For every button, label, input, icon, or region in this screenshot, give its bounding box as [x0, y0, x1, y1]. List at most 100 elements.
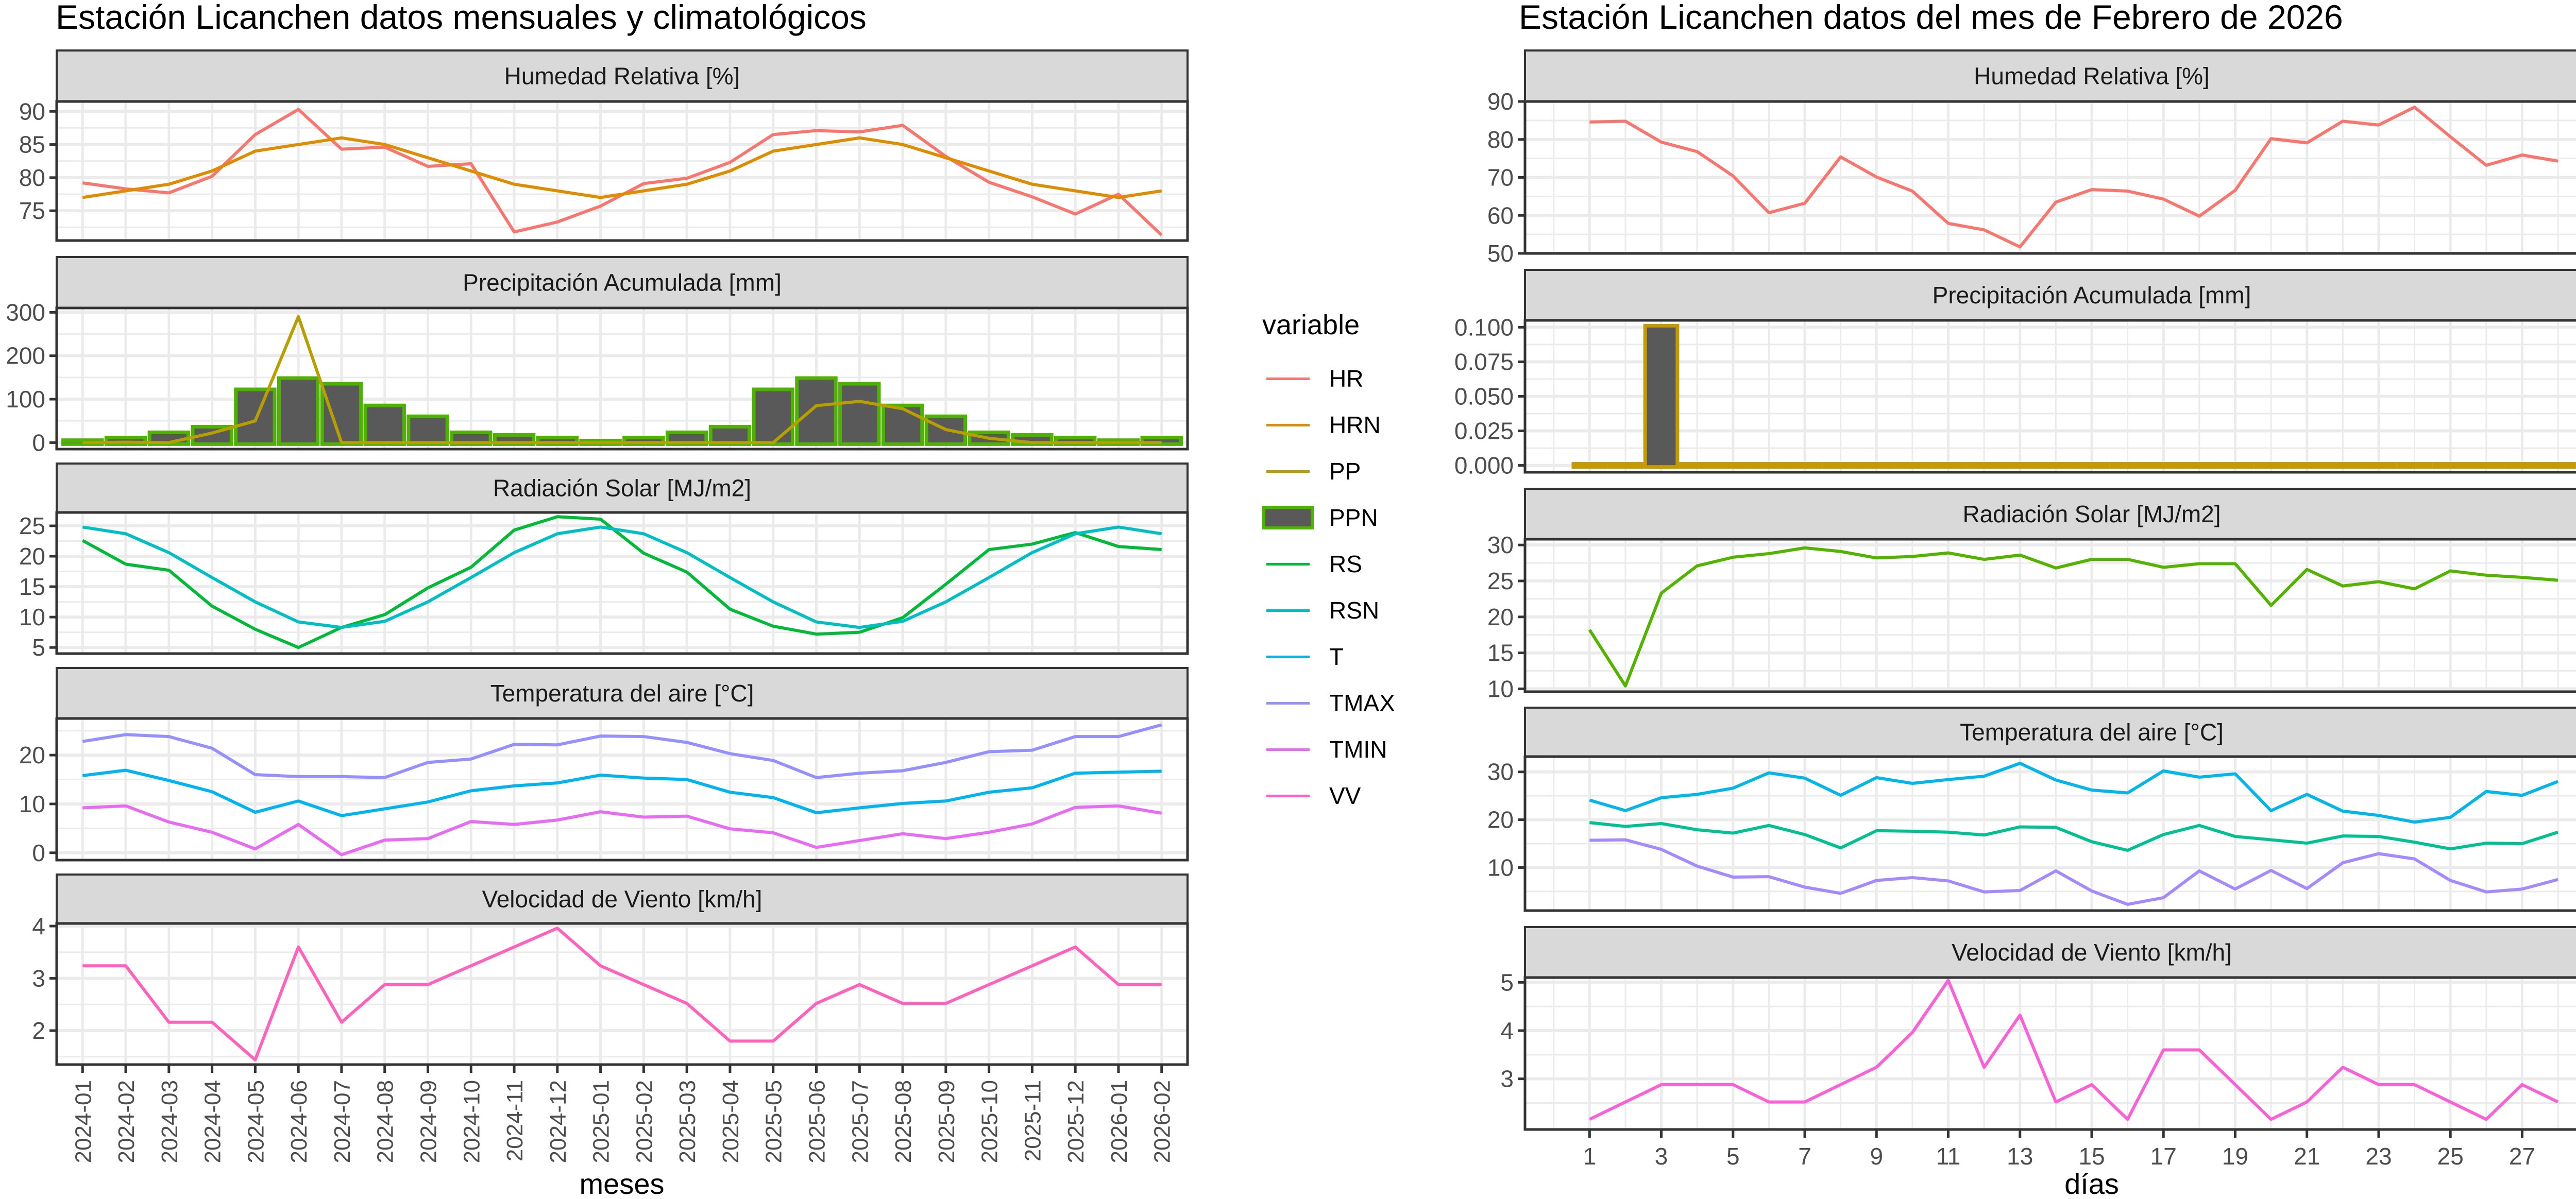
bar-pp — [1858, 462, 1895, 469]
x-tick-label: 2024-05 — [243, 1080, 268, 1163]
legend-label: PPN — [1329, 504, 1378, 531]
x-tick-label: 2025-06 — [805, 1080, 830, 1163]
bar-pp — [1751, 462, 1787, 469]
facet-panel: Precipitación Acumulada [mm] 0 100 200 300 — [6, 256, 1189, 456]
y-tick-label: 30 — [1487, 759, 1514, 785]
plot-background — [1525, 978, 2576, 1129]
bar-pp — [1930, 462, 1967, 469]
legend-item-hr: HR — [1262, 355, 1395, 402]
x-tick-label: 2025-03 — [675, 1080, 700, 1163]
legend-line-key — [1262, 587, 1314, 633]
plot-background — [57, 101, 1188, 241]
bar-pp — [1679, 462, 1716, 469]
bar-pp — [2396, 462, 2433, 469]
facet-panel: Velocidad de Viento [km/h] 3 4 5 — [1500, 926, 2576, 1131]
legend-label: RSN — [1329, 597, 1380, 624]
y-tick-label: 10 — [1487, 675, 1514, 702]
plot-background — [57, 923, 1188, 1065]
series-line-tmin — [1589, 838, 2558, 906]
bar-pp — [1822, 462, 1859, 469]
facet-panel: Humedad Relativa [%] 75 80 85 90 — [19, 49, 1189, 242]
chart-right: Humedad Relativa [%] 50 60 70 80 90 Precipitac… — [1454, 49, 2576, 1199]
y-tick-label: 90 — [19, 98, 45, 125]
legend-item-rsn: RSN — [1262, 587, 1395, 633]
y-tick-label: 5 — [1500, 969, 1514, 996]
facet-strip-label: Temperatura del aire [°C] — [490, 680, 754, 707]
x-tick-label: 11 — [1936, 1143, 1961, 1170]
series-line-rsn — [82, 525, 1162, 629]
series-line-hr — [1589, 106, 2558, 249]
x-tick-label: 9 — [1870, 1143, 1883, 1170]
x-tick-label: 21 — [2294, 1143, 2320, 1170]
bar-pp — [1787, 462, 1823, 469]
facet-panel: Precipitación Acumulada [mm] 0.000 0.025 0.… — [1454, 269, 2576, 479]
series-line-pp — [82, 315, 1162, 444]
series-line-vv — [82, 927, 1162, 1061]
y-tick-label: 15 — [1487, 640, 1514, 666]
facet-strip-label: Humedad Relativa [%] — [504, 63, 740, 90]
x-tick-label: 2024-08 — [373, 1080, 398, 1163]
bar-ppn — [881, 403, 924, 446]
bar-pp — [2145, 462, 2182, 469]
x-tick-label: 2025-02 — [632, 1080, 657, 1163]
y-tick-label: 20 — [1487, 807, 1514, 833]
legend-label: HRN — [1329, 412, 1381, 438]
legend-line-key — [1262, 680, 1314, 726]
series-line-hrn — [82, 136, 1162, 199]
y-tick-label: 50 — [1487, 240, 1514, 267]
legend-line-key — [1262, 355, 1314, 402]
y-tick-label: 0 — [32, 429, 45, 456]
bar-pp — [1643, 323, 1680, 469]
x-tick-label: 7 — [1798, 1143, 1811, 1170]
bar-pp — [2289, 462, 2325, 469]
y-tick-label: 15 — [19, 573, 45, 600]
x-tick-label: 2025-04 — [718, 1080, 743, 1163]
x-tick-label: 2025-09 — [934, 1080, 959, 1163]
legend-item-rs: RS — [1262, 541, 1395, 587]
y-tick-label: 0.025 — [1454, 418, 1514, 444]
bar-pp — [2109, 462, 2146, 469]
y-tick-label: 0.075 — [1454, 348, 1514, 375]
legend-line-key — [1262, 402, 1314, 448]
facet-strip — [1524, 926, 2576, 979]
y-tick-label: 20 — [19, 543, 45, 570]
bar-ppn — [320, 382, 363, 446]
y-tick-label: 80 — [1487, 126, 1514, 153]
facet-strip-label: Velocidad de Viento [km/h] — [482, 886, 762, 913]
legend-label: TMAX — [1329, 690, 1395, 716]
legend-item-pp: PP — [1262, 448, 1395, 494]
y-tick-label: 200 — [6, 342, 45, 369]
bar-ppn — [752, 387, 794, 446]
facet-strip — [56, 463, 1189, 513]
x-tick-label: 3 — [1655, 1143, 1668, 1170]
y-tick-label: 60 — [1487, 202, 1514, 229]
legend-item-hrn: HRN — [1262, 402, 1395, 448]
x-tick-label: 1 — [1583, 1143, 1597, 1170]
series-line-t — [1589, 821, 2558, 852]
plot-background — [57, 718, 1188, 860]
y-tick-label: 300 — [6, 299, 45, 326]
x-tick-label: 27 — [2509, 1143, 2535, 1170]
legend-line-key — [1262, 773, 1314, 819]
panel-border — [55, 100, 1189, 242]
facet-panel: Humedad Relativa [%] 50 60 70 80 90 — [1487, 49, 2576, 267]
series-line-vv — [1589, 979, 2559, 1121]
bar-pp — [2074, 462, 2110, 469]
y-tick-label: 10 — [1487, 854, 1514, 881]
y-tick-label: 25 — [1487, 568, 1514, 594]
x-tick-label: 2024-06 — [286, 1080, 312, 1163]
bar-pp — [2432, 462, 2469, 469]
facet-panel: Temperatura del aire [°C] 0 10 20 — [19, 667, 1189, 866]
x-tick-label: 2026-02 — [1150, 1080, 1175, 1163]
facet-strip — [1524, 49, 2576, 102]
y-tick-label: 90 — [1487, 88, 1514, 115]
bar-pp — [1571, 462, 1608, 469]
bar-pp — [2468, 462, 2504, 469]
bar-pp — [2181, 462, 2217, 469]
series-line-rs — [1588, 546, 2558, 688]
legend-box-key — [1262, 494, 1314, 541]
y-tick-label: 20 — [1487, 604, 1514, 630]
x-tick-label: 2024-10 — [459, 1080, 484, 1163]
bar-ppn — [234, 387, 277, 446]
